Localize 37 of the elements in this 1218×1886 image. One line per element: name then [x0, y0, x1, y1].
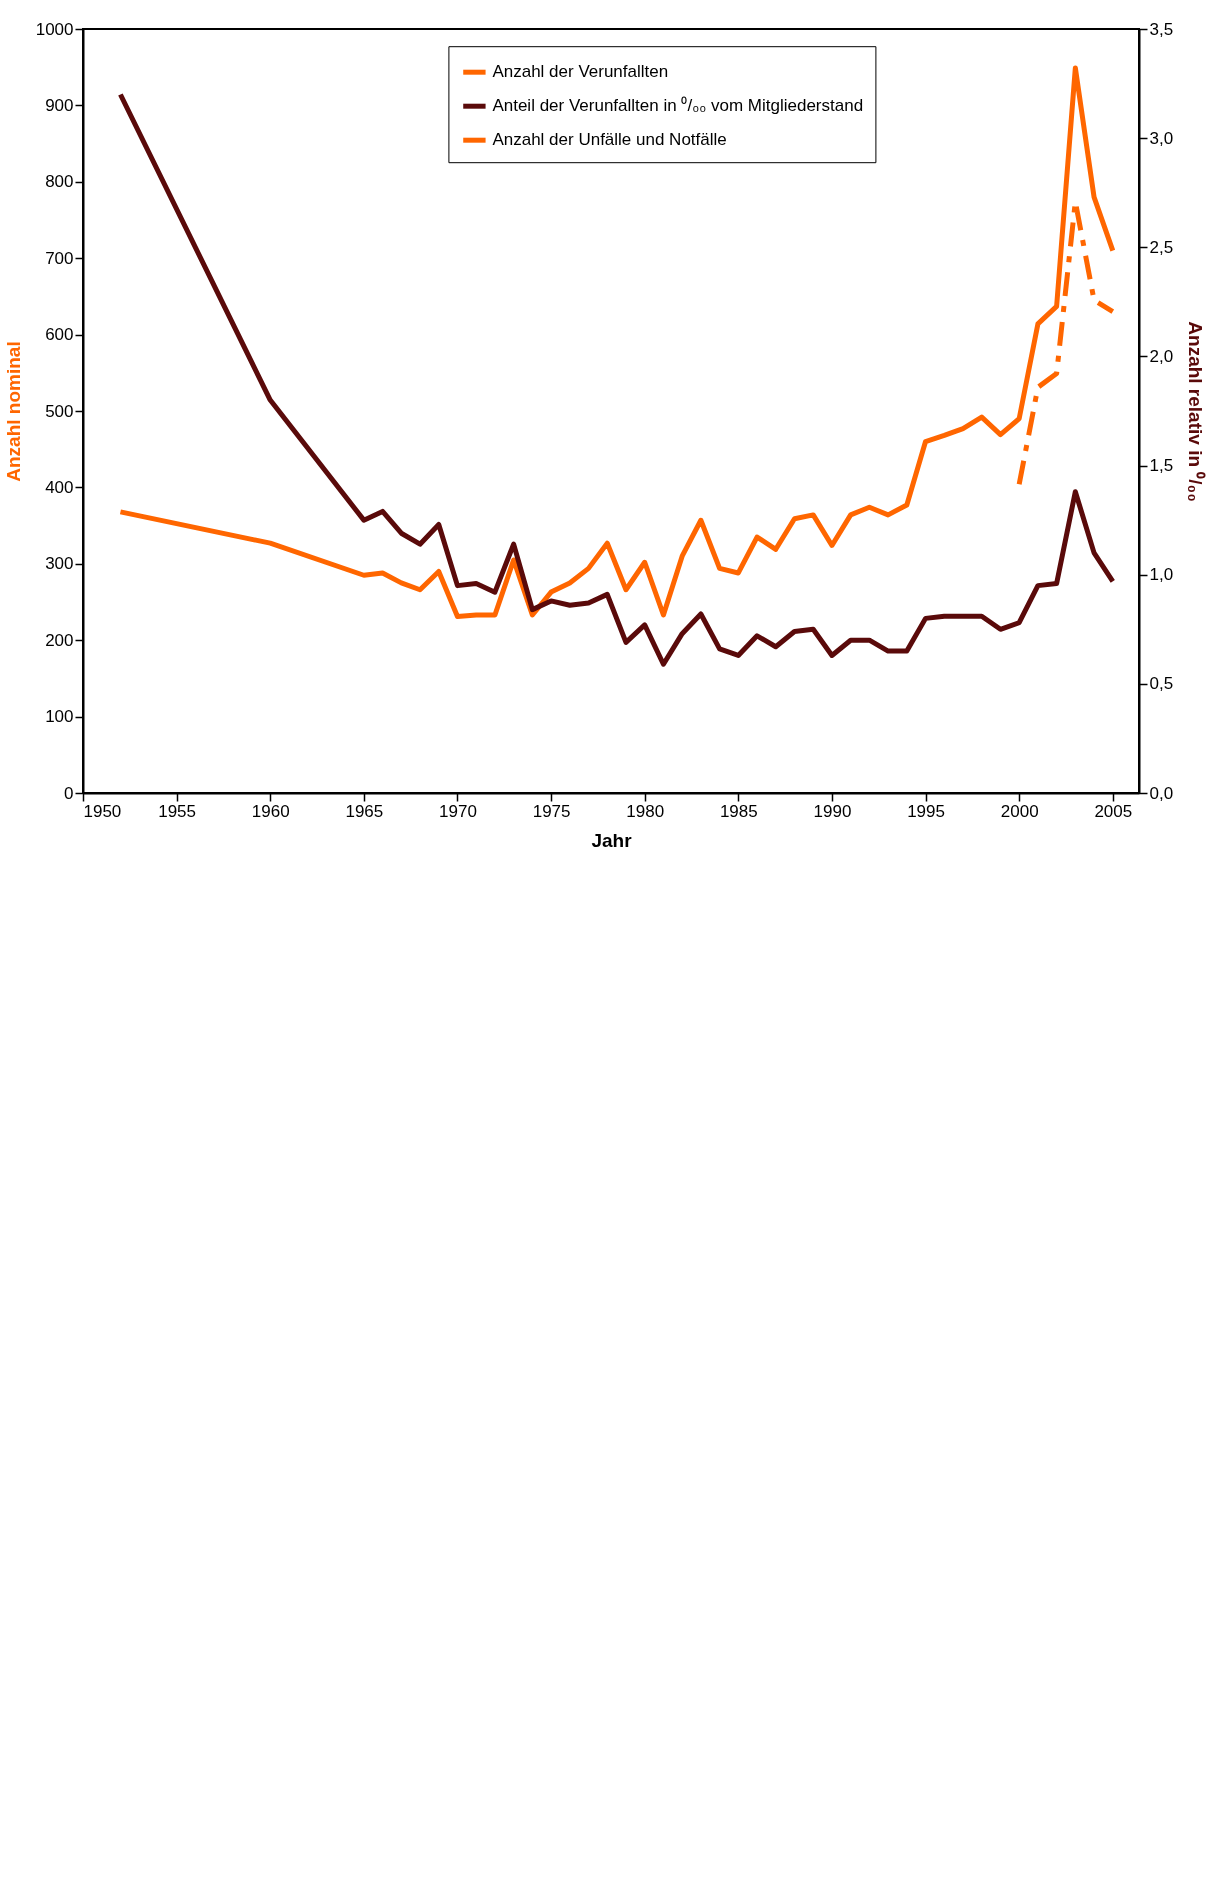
x-tick-label: 1965	[345, 801, 384, 821]
x-tick-label: 2005	[1094, 801, 1133, 821]
x-tick-label: 1990	[813, 801, 852, 821]
y2-tick-label: 0,0	[1149, 783, 1174, 803]
x-tick-label: 1980	[626, 801, 665, 821]
y-tick-label: 0	[64, 783, 74, 803]
y-tick-label: 900	[45, 95, 74, 115]
y2-tick-label: 3,0	[1149, 128, 1174, 148]
x-tick-label: 1995	[907, 801, 945, 821]
legend-label: Anzahl der Verunfallten	[492, 62, 669, 82]
y-tick-label: 100	[45, 707, 74, 727]
y2-tick-label: 1,0	[1149, 565, 1174, 585]
x-tick-label: 2000	[1000, 801, 1039, 821]
x-tick-label: 1975	[532, 801, 571, 821]
y-tick-label: 300	[45, 554, 74, 574]
y2-tick-label: 2,0	[1149, 346, 1174, 366]
y2-axis-title: Anzahl relativ in ⁰/₀₀	[1185, 321, 1207, 502]
x-axis-title: Jahr	[591, 829, 633, 851]
y-tick-label: 400	[45, 477, 74, 497]
x-tick-label: 1985	[719, 801, 758, 821]
y-axis-title: Anzahl nominal	[2, 341, 24, 482]
legend-label: Anzahl der Unfälle und Notfälle	[492, 130, 727, 150]
y-tick-label: 200	[45, 630, 74, 650]
x-tick-label: 1950	[83, 801, 122, 821]
x-tick-label: 1970	[439, 801, 477, 821]
y2-tick-label: 0,5	[1149, 674, 1174, 694]
x-tick-label: 1960	[251, 801, 290, 821]
y-tick-label: 600	[45, 325, 74, 345]
x-tick-label: 1955	[158, 801, 197, 821]
y-tick-label: 500	[45, 401, 74, 421]
y-tick-label: 1000	[35, 19, 74, 39]
y2-tick-label: 2,5	[1149, 237, 1174, 257]
y-tick-label: 700	[45, 248, 74, 268]
y-tick-label: 800	[45, 172, 74, 192]
legend-label: Anteil der Verunfallten in ⁰/₀₀ vom Mitgliederstand	[492, 96, 864, 116]
y2-tick-label: 3,5	[1149, 19, 1174, 39]
y2-tick-label: 1,5	[1149, 456, 1174, 476]
